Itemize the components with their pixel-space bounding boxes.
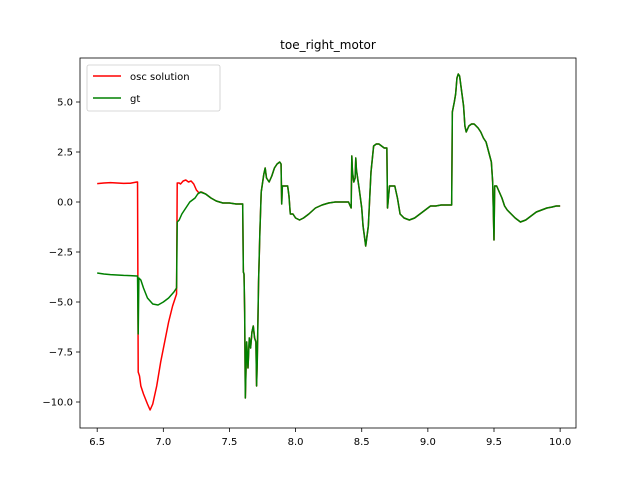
y-tick-label: 2.5 (57, 148, 73, 159)
series-layer (97, 73, 561, 411)
x-tick-label: 10.0 (549, 437, 571, 448)
y-tick-label: 5.0 (57, 98, 73, 109)
x-tick-label: 9.0 (420, 437, 436, 448)
y-tick-label: −2.5 (49, 248, 73, 259)
x-tick-label: 7.0 (155, 437, 171, 448)
x-tick-label: 8.0 (288, 437, 304, 448)
x-tick-label: 9.5 (486, 437, 502, 448)
y-tick-label: −10.0 (42, 398, 73, 409)
series-line-gt (97, 73, 561, 399)
x-tick-label: 7.5 (222, 437, 238, 448)
legend: osc solution gt (86, 64, 221, 112)
legend-label-gt: gt (130, 94, 140, 105)
plot-frame (79, 57, 577, 429)
legend-label-osc-solution: osc solution (130, 72, 190, 83)
x-tick-label: 6.5 (89, 437, 105, 448)
x-axis: 6.5 7.0 7.5 8.0 8.5 9.0 9.5 10.0 (89, 428, 571, 448)
x-tick-label: 8.5 (354, 437, 370, 448)
chart-title: toe_right_motor (280, 38, 376, 52)
y-axis: 5.0 2.5 0.0 −2.5 −5.0 −7.5 −10.0 (42, 98, 80, 409)
y-tick-label: −5.0 (49, 298, 73, 309)
y-tick-label: 0.0 (57, 198, 73, 209)
y-tick-label: −7.5 (49, 348, 73, 359)
